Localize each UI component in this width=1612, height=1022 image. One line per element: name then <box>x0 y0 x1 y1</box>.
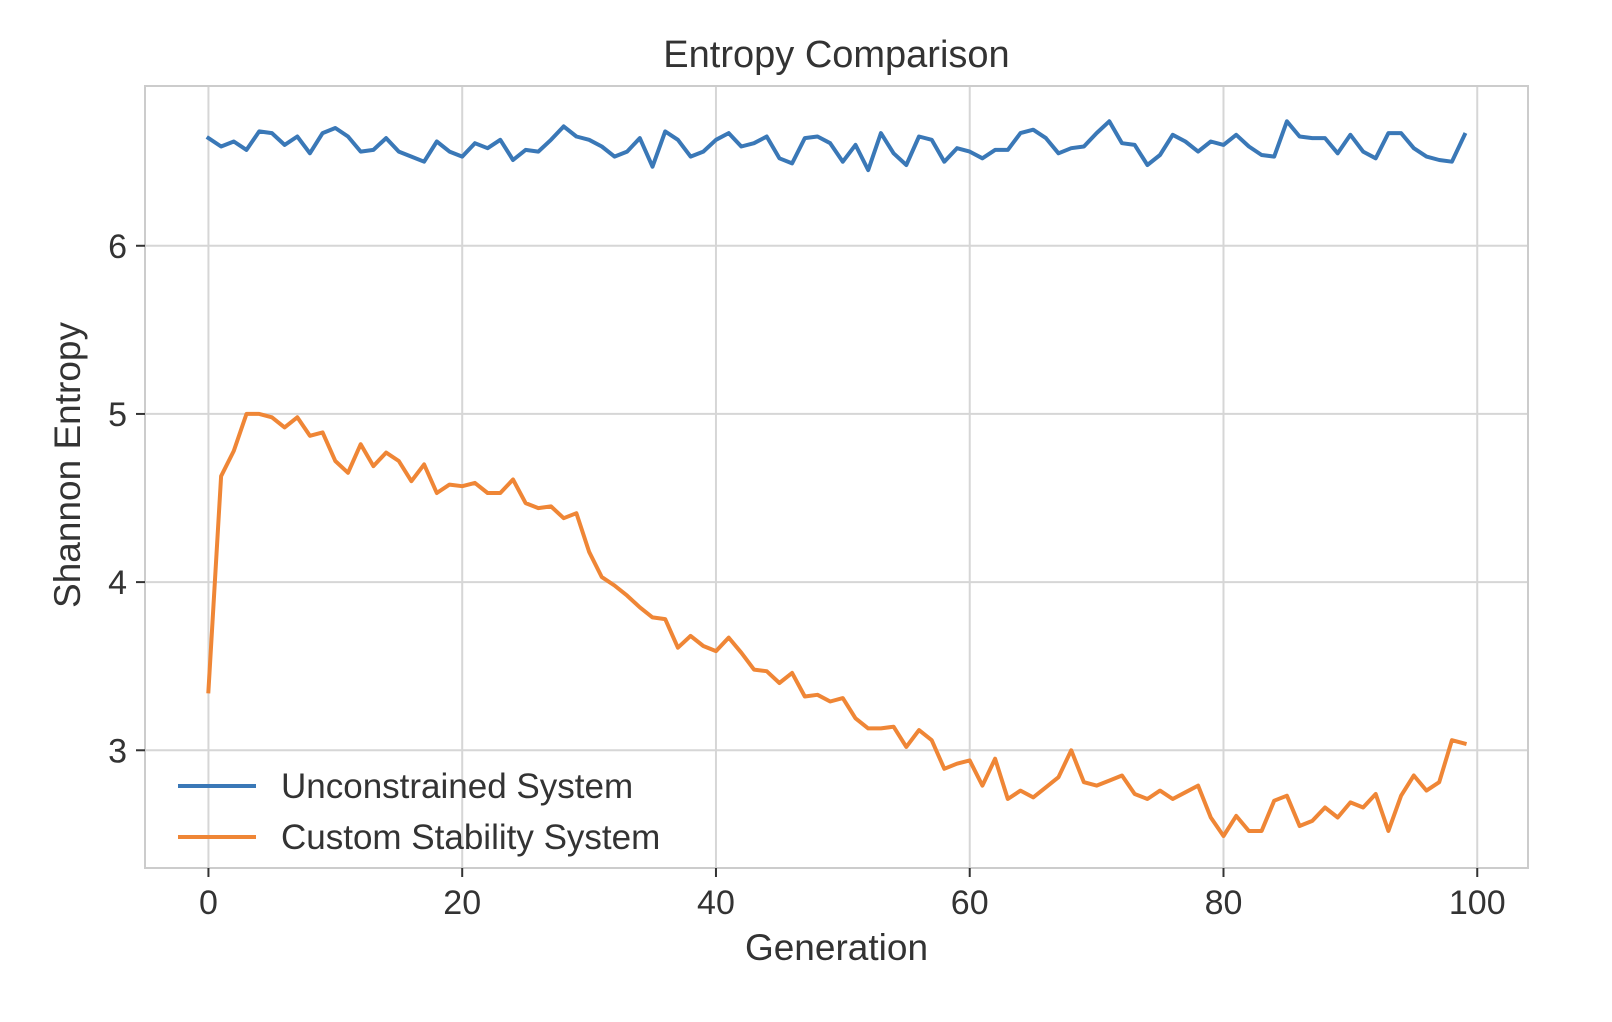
y-tick-label: 5 <box>108 396 127 434</box>
x-gridlines <box>207 86 1479 868</box>
y-axis-ticks: 3 4 5 6 <box>108 228 145 770</box>
legend-label-unconstrained-system: Unconstrained System <box>281 767 633 806</box>
y-tick-label: 4 <box>108 564 127 602</box>
legend-label-custom-stability-system: Custom Stability System <box>281 818 660 857</box>
legend: Unconstrained System Custom Stability Sys… <box>178 767 660 857</box>
series-layer <box>205 119 1468 838</box>
x-tick-label: 100 <box>1449 884 1506 922</box>
y-gridlines <box>145 244 1528 752</box>
x-axis-ticks: 0 20 40 60 80 100 <box>199 868 1506 922</box>
x-axis-label: Generation <box>745 927 928 968</box>
plot-area <box>145 86 1528 868</box>
x-tick-label: 0 <box>199 884 218 922</box>
y-tick-label: 6 <box>108 228 127 266</box>
chart-title: Entropy Comparison <box>663 34 1009 76</box>
series-line-custom-stability-system <box>206 411 1468 838</box>
series-line-unconstrained-system <box>205 119 1468 173</box>
x-tick-label: 40 <box>697 884 735 922</box>
y-tick-label: 3 <box>108 732 127 770</box>
y-axis-label: Shannon Entropy <box>47 322 88 608</box>
plot-frame <box>144 85 1529 869</box>
x-tick-label: 20 <box>443 884 481 922</box>
x-tick-label: 60 <box>951 884 989 922</box>
x-tick-label: 80 <box>1205 884 1243 922</box>
